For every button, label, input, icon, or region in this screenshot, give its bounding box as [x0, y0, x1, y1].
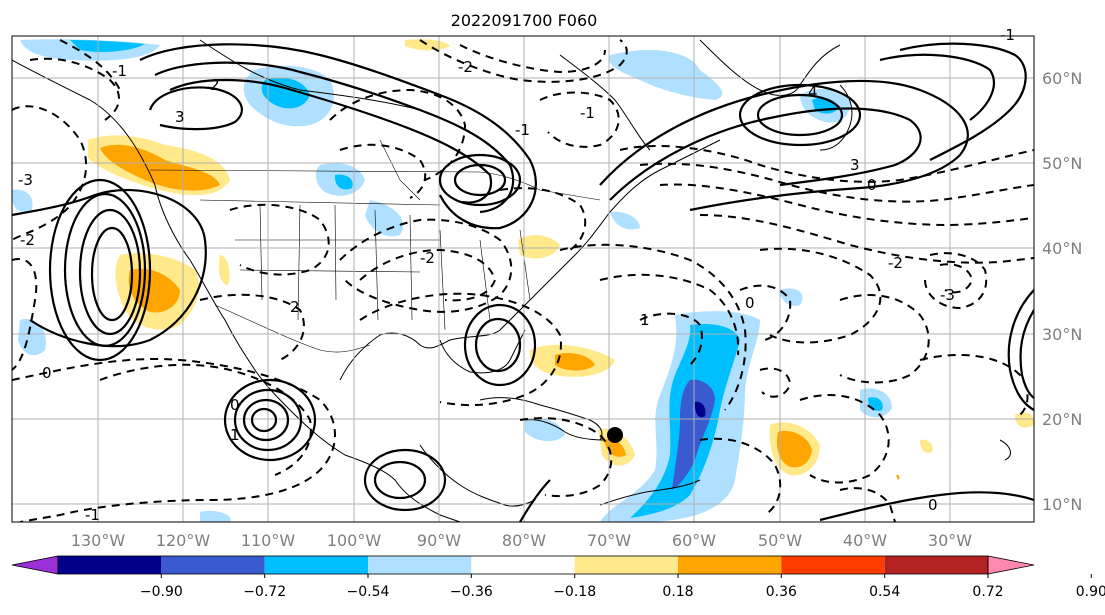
lat-label: 50°N [1042, 154, 1082, 173]
colorbar-segment [574, 556, 678, 574]
colorbar-segment [58, 556, 162, 574]
colorbar-ticks: −0.90 −0.72 −0.54 −0.36 −0.18 0.18 0.36 0.54 0.7… [140, 574, 1105, 600]
longitude-labels: 130°W 120°W 110°W 100°W 90°W 80°W 70°W 6… [71, 531, 972, 550]
lat-label: 30°N [1042, 325, 1082, 344]
contour-label: -1 [580, 104, 595, 122]
colorbar-tick-label: −0.54 [347, 584, 390, 600]
colorbar-segment [678, 556, 782, 574]
contour-label: -2 [420, 249, 435, 267]
lat-label: 20°N [1042, 410, 1082, 429]
shaded-field-negative [12, 39, 892, 522]
figure-title: 2022091700 F060 [451, 11, 598, 30]
contour-label: -2 [888, 254, 903, 272]
contour-label: -3 [18, 171, 33, 189]
colorbar-tick-label: 0.72 [972, 584, 1003, 600]
contour-label: -3 [940, 286, 955, 304]
colorbar-tick-label: 0.18 [662, 584, 693, 600]
contour-label: -1 [112, 62, 127, 80]
colorbar-segment [471, 556, 575, 574]
colorbar-segment [368, 556, 472, 574]
colorbar-tick-label: −0.18 [553, 584, 596, 600]
contour-label: 0 [42, 364, 52, 382]
colorbar-segment [884, 556, 988, 574]
colorbar-frame [57, 555, 989, 575]
contour-label: 1 [640, 311, 650, 329]
latitude-labels: 60°N 50°N 40°N 30°N 20°N 10°N [1042, 69, 1082, 514]
contour-label: 2 [210, 76, 220, 94]
colorbar-segment [781, 556, 885, 574]
contour-label: -2 [20, 231, 35, 249]
contour-label: -1 [85, 506, 100, 524]
colorbar-segment [264, 556, 368, 574]
lon-label: 70°W [587, 531, 631, 550]
colorbar-extend-high [987, 555, 1035, 575]
colorbar-tick-label: −0.72 [243, 584, 286, 600]
colorbar-tick-label: 0.36 [766, 584, 797, 600]
contour-label: 0 [867, 176, 877, 194]
contour-label: 4 [808, 83, 818, 101]
contour-label: 1 [230, 426, 240, 444]
colorbar-tick-label: 0.54 [869, 584, 900, 600]
lat-label: 60°N [1042, 69, 1082, 88]
lon-label: 130°W [71, 531, 126, 550]
shaded-field-positive [88, 39, 1034, 480]
contour-label: -1 [515, 121, 530, 139]
political-borders [149, 139, 601, 353]
lon-label: 40°W [843, 531, 887, 550]
lon-label: 80°W [502, 531, 546, 550]
lon-label: 50°W [758, 531, 802, 550]
lon-label: 60°W [672, 531, 716, 550]
lat-label: 40°N [1042, 239, 1082, 258]
colorbar [11, 555, 1035, 575]
dashed-contours [12, 39, 1034, 522]
solid-contours [12, 42, 1034, 522]
lon-label: 120°W [156, 531, 211, 550]
lon-label: 30°W [928, 531, 972, 550]
contour-labels: -1 -2 -3 2 3 4 0 1 1 -1 -2 2 3 -2 0 -1 -… [18, 26, 1015, 524]
colorbar-tick-label: −0.36 [450, 584, 493, 600]
contour-label: 2 [290, 298, 300, 316]
contour-label: 3 [850, 156, 860, 174]
contour-label: -2 [458, 58, 473, 76]
lon-label: 110°W [241, 531, 296, 550]
lon-label: 90°W [417, 531, 461, 550]
colorbar-tick-label: 0.90 [1076, 584, 1105, 600]
contour-label: 0 [928, 496, 938, 514]
map-frame [11, 35, 1035, 523]
graticule [12, 36, 1034, 522]
contour-label: 0 [745, 294, 755, 312]
colorbar-tick-label: −0.90 [140, 584, 183, 600]
colorbar-segment [161, 556, 265, 574]
contour-label: -1 [1000, 26, 1015, 44]
contour-label: 3 [175, 108, 185, 126]
colorbar-extend-low [11, 555, 59, 575]
lat-label: 10°N [1042, 495, 1082, 514]
contour-label: 0 [230, 396, 240, 414]
storm-marker [607, 427, 623, 443]
lon-label: 100°W [327, 531, 382, 550]
